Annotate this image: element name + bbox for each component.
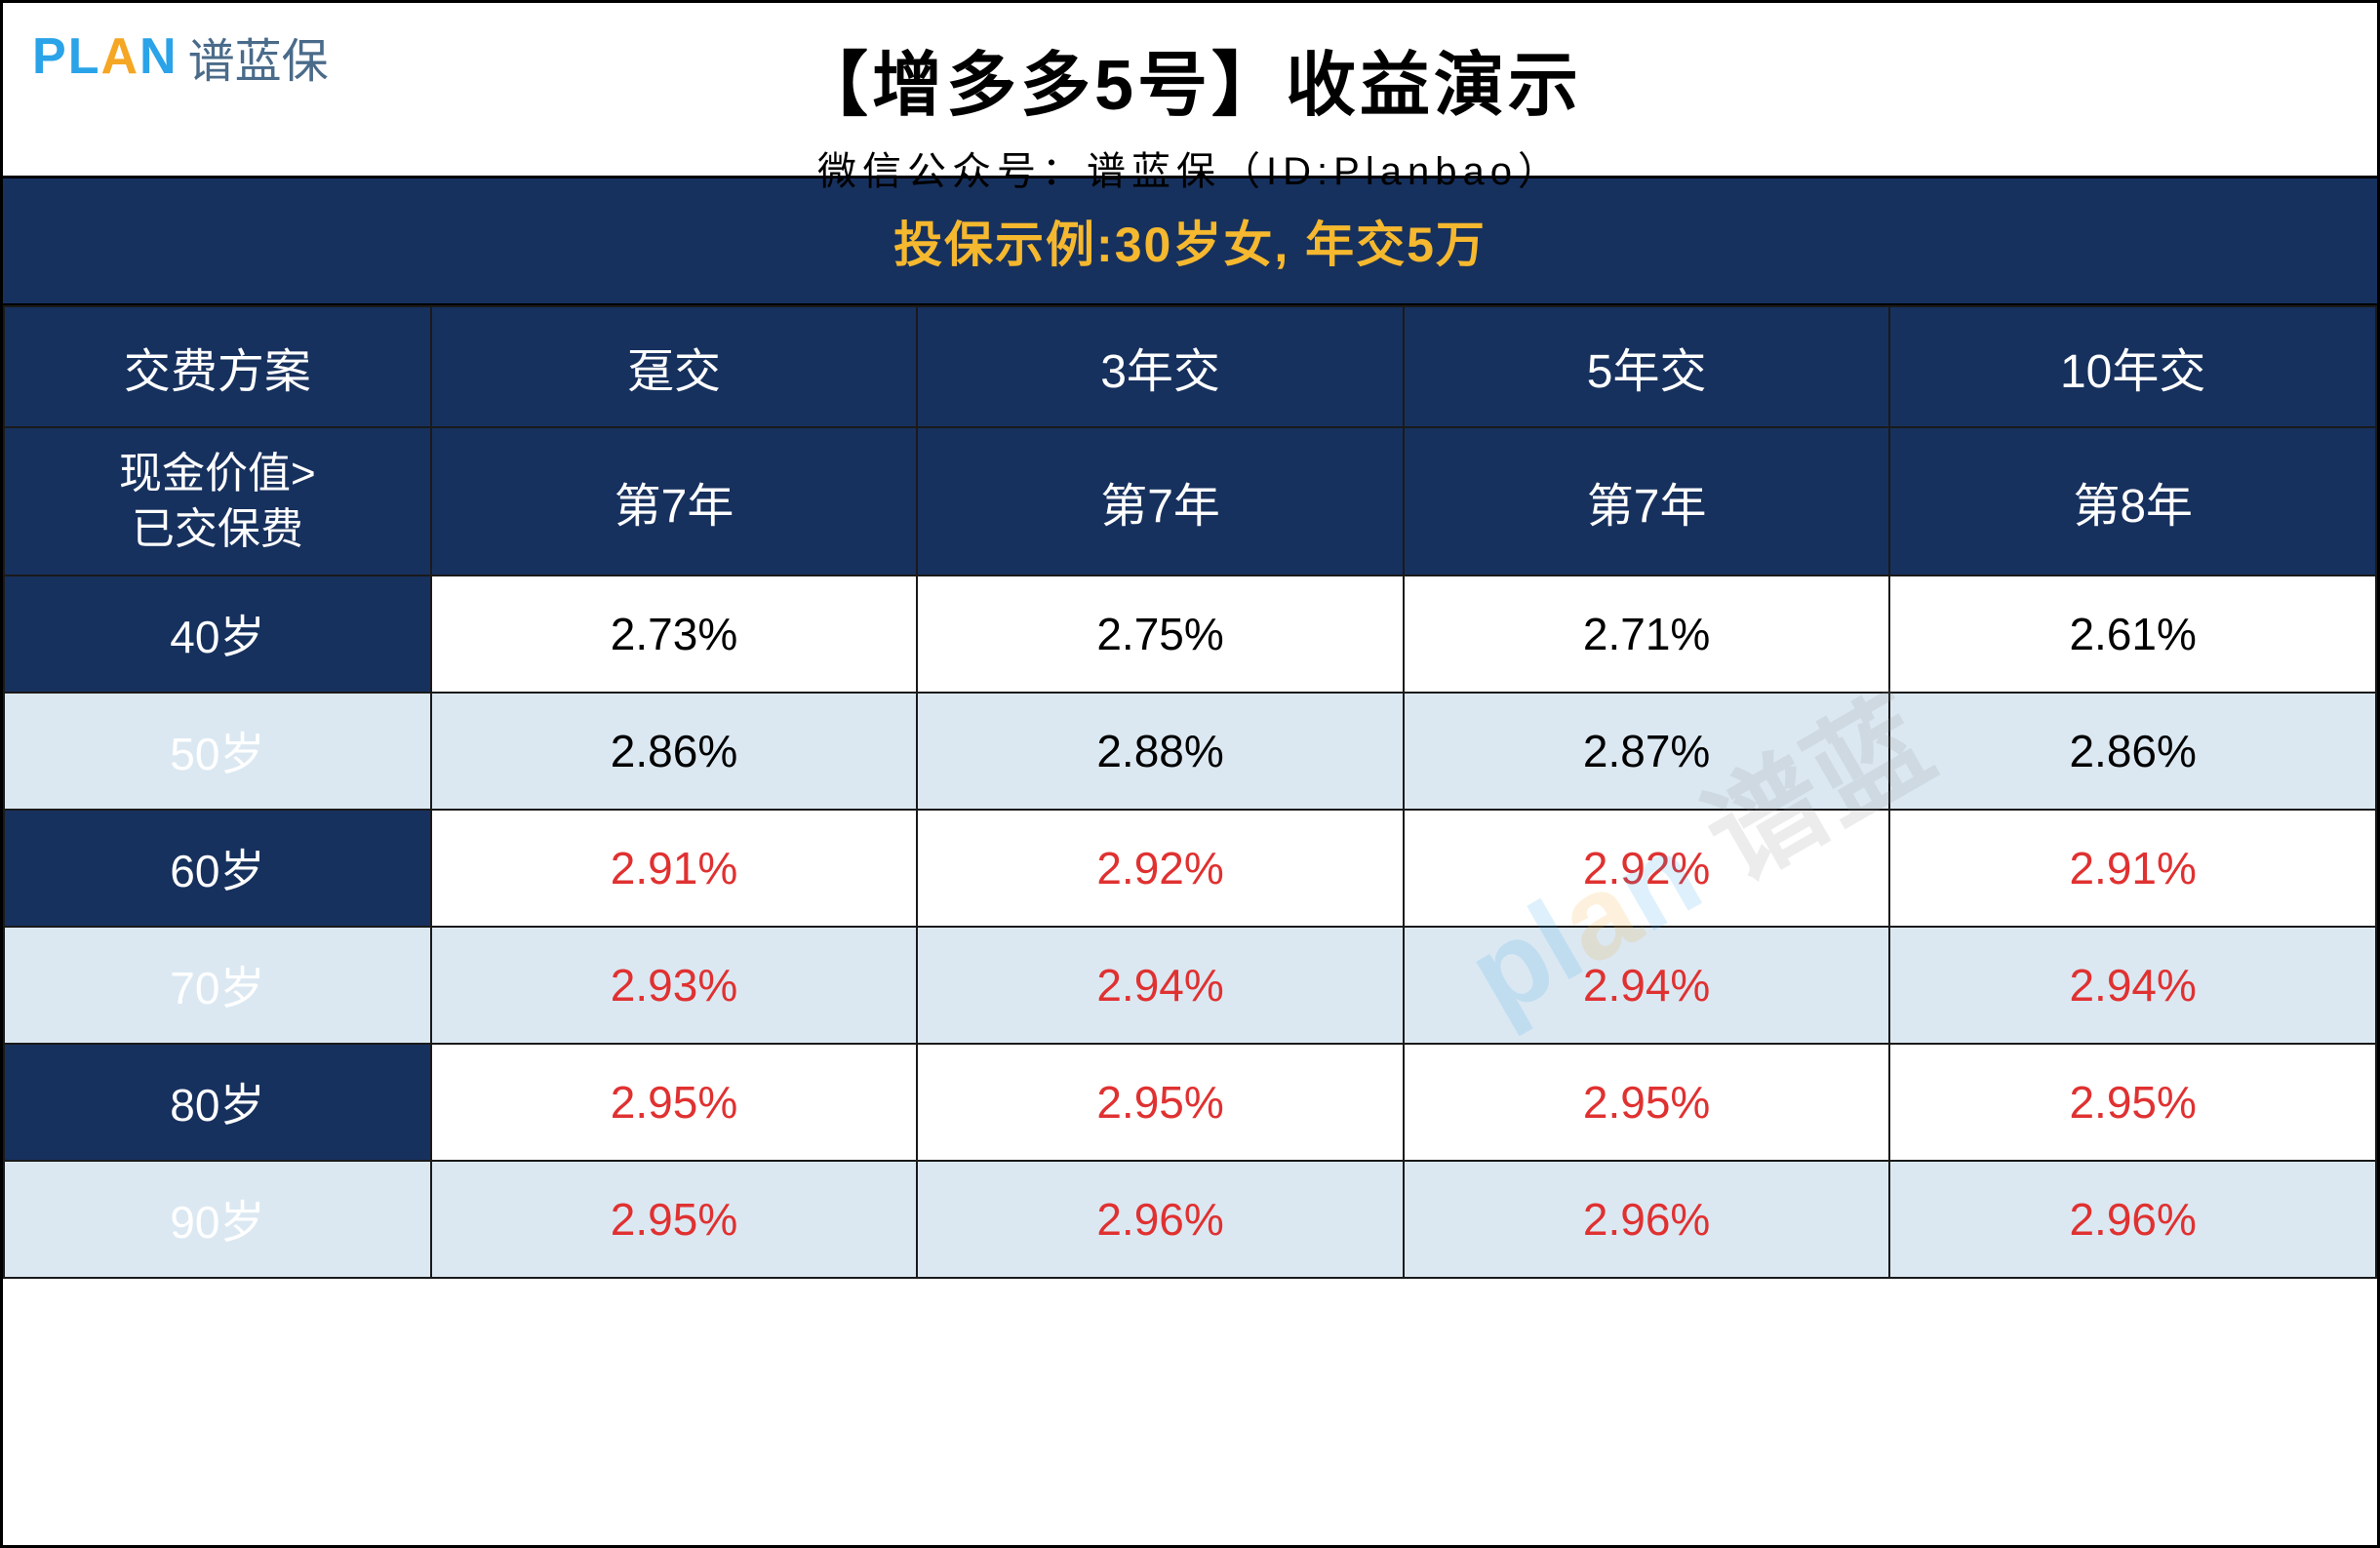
age-cell: 40岁 — [4, 576, 431, 693]
value-cell: 2.96% — [917, 1161, 1404, 1278]
value-cell: 2.95% — [1404, 1044, 1890, 1161]
row2-label: 现金价值> 已交保费 — [4, 427, 431, 576]
value-cell: 2.93% — [431, 927, 918, 1044]
table-container: PLAN 谱蓝保 【增多多5号】收益演示 微信公众号：谱蓝保（ID:Planba… — [0, 0, 2380, 1548]
page-title: 【增多多5号】收益演示 — [3, 27, 2377, 130]
value-cell: 2.94% — [917, 927, 1404, 1044]
col-header-single: 趸交 — [431, 306, 918, 427]
row2-val-2: 第7年 — [1404, 427, 1890, 576]
age-cell: 80岁 — [4, 1044, 431, 1161]
title-block: 【增多多5号】收益演示 微信公众号：谱蓝保（ID:Planbao） — [3, 3, 2377, 196]
table-row: 70岁2.93%2.94%2.94%2.94% — [4, 927, 2376, 1044]
value-cell: 2.88% — [917, 693, 1404, 810]
value-cell: 2.61% — [1889, 576, 2376, 693]
returns-table: 交费方案 趸交 3年交 5年交 10年交 现金价值> 已交保费 第7年 第7年 … — [3, 305, 2377, 1279]
age-cell: 70岁 — [4, 927, 431, 1044]
col-header-10yr: 10年交 — [1889, 306, 2376, 427]
table-row: 40岁2.73%2.75%2.71%2.61% — [4, 576, 2376, 693]
age-cell: 60岁 — [4, 810, 431, 927]
table-header-row2: 现金价值> 已交保费 第7年 第7年 第7年 第8年 — [4, 427, 2376, 576]
table-row: 80岁2.95%2.95%2.95%2.95% — [4, 1044, 2376, 1161]
value-cell: 2.91% — [1889, 810, 2376, 927]
logo-brand: PLAN — [32, 27, 178, 86]
value-cell: 2.71% — [1404, 576, 1890, 693]
value-cell: 2.96% — [1889, 1161, 2376, 1278]
value-cell: 2.87% — [1404, 693, 1890, 810]
value-cell: 2.95% — [1889, 1044, 2376, 1161]
value-cell: 2.92% — [1404, 810, 1890, 927]
table-row: 60岁2.91%2.92%2.92%2.91% — [4, 810, 2376, 927]
table-row: 50岁2.86%2.88%2.87%2.86% — [4, 693, 2376, 810]
header-section: PLAN 谱蓝保 【增多多5号】收益演示 微信公众号：谱蓝保（ID:Planba… — [3, 3, 2377, 179]
value-cell: 2.94% — [1889, 927, 2376, 1044]
value-cell: 2.95% — [431, 1044, 918, 1161]
col-header-3yr: 3年交 — [917, 306, 1404, 427]
row2-val-0: 第7年 — [431, 427, 918, 576]
value-cell: 2.96% — [1404, 1161, 1890, 1278]
age-cell: 90岁 — [4, 1161, 431, 1278]
value-cell: 2.86% — [431, 693, 918, 810]
page-subtitle: 微信公众号：谱蓝保（ID:Planbao） — [3, 139, 2377, 196]
table-row: 90岁2.95%2.96%2.96%2.96% — [4, 1161, 2376, 1278]
example-banner: 投保示例:30岁女, 年交5万 — [3, 179, 2377, 305]
col-header-5yr: 5年交 — [1404, 306, 1890, 427]
value-cell: 2.95% — [431, 1161, 918, 1278]
logo: PLAN 谱蓝保 — [32, 22, 329, 91]
value-cell: 2.91% — [431, 810, 918, 927]
row2-val-3: 第8年 — [1889, 427, 2376, 576]
col-header-plan: 交费方案 — [4, 306, 431, 427]
value-cell: 2.92% — [917, 810, 1404, 927]
table-header-row: 交费方案 趸交 3年交 5年交 10年交 — [4, 306, 2376, 427]
value-cell: 2.95% — [917, 1044, 1404, 1161]
value-cell: 2.86% — [1889, 693, 2376, 810]
row2-val-1: 第7年 — [917, 427, 1404, 576]
age-cell: 50岁 — [4, 693, 431, 810]
value-cell: 2.73% — [431, 576, 918, 693]
value-cell: 2.75% — [917, 576, 1404, 693]
logo-cn-text: 谱蓝保 — [188, 22, 329, 91]
value-cell: 2.94% — [1404, 927, 1890, 1044]
